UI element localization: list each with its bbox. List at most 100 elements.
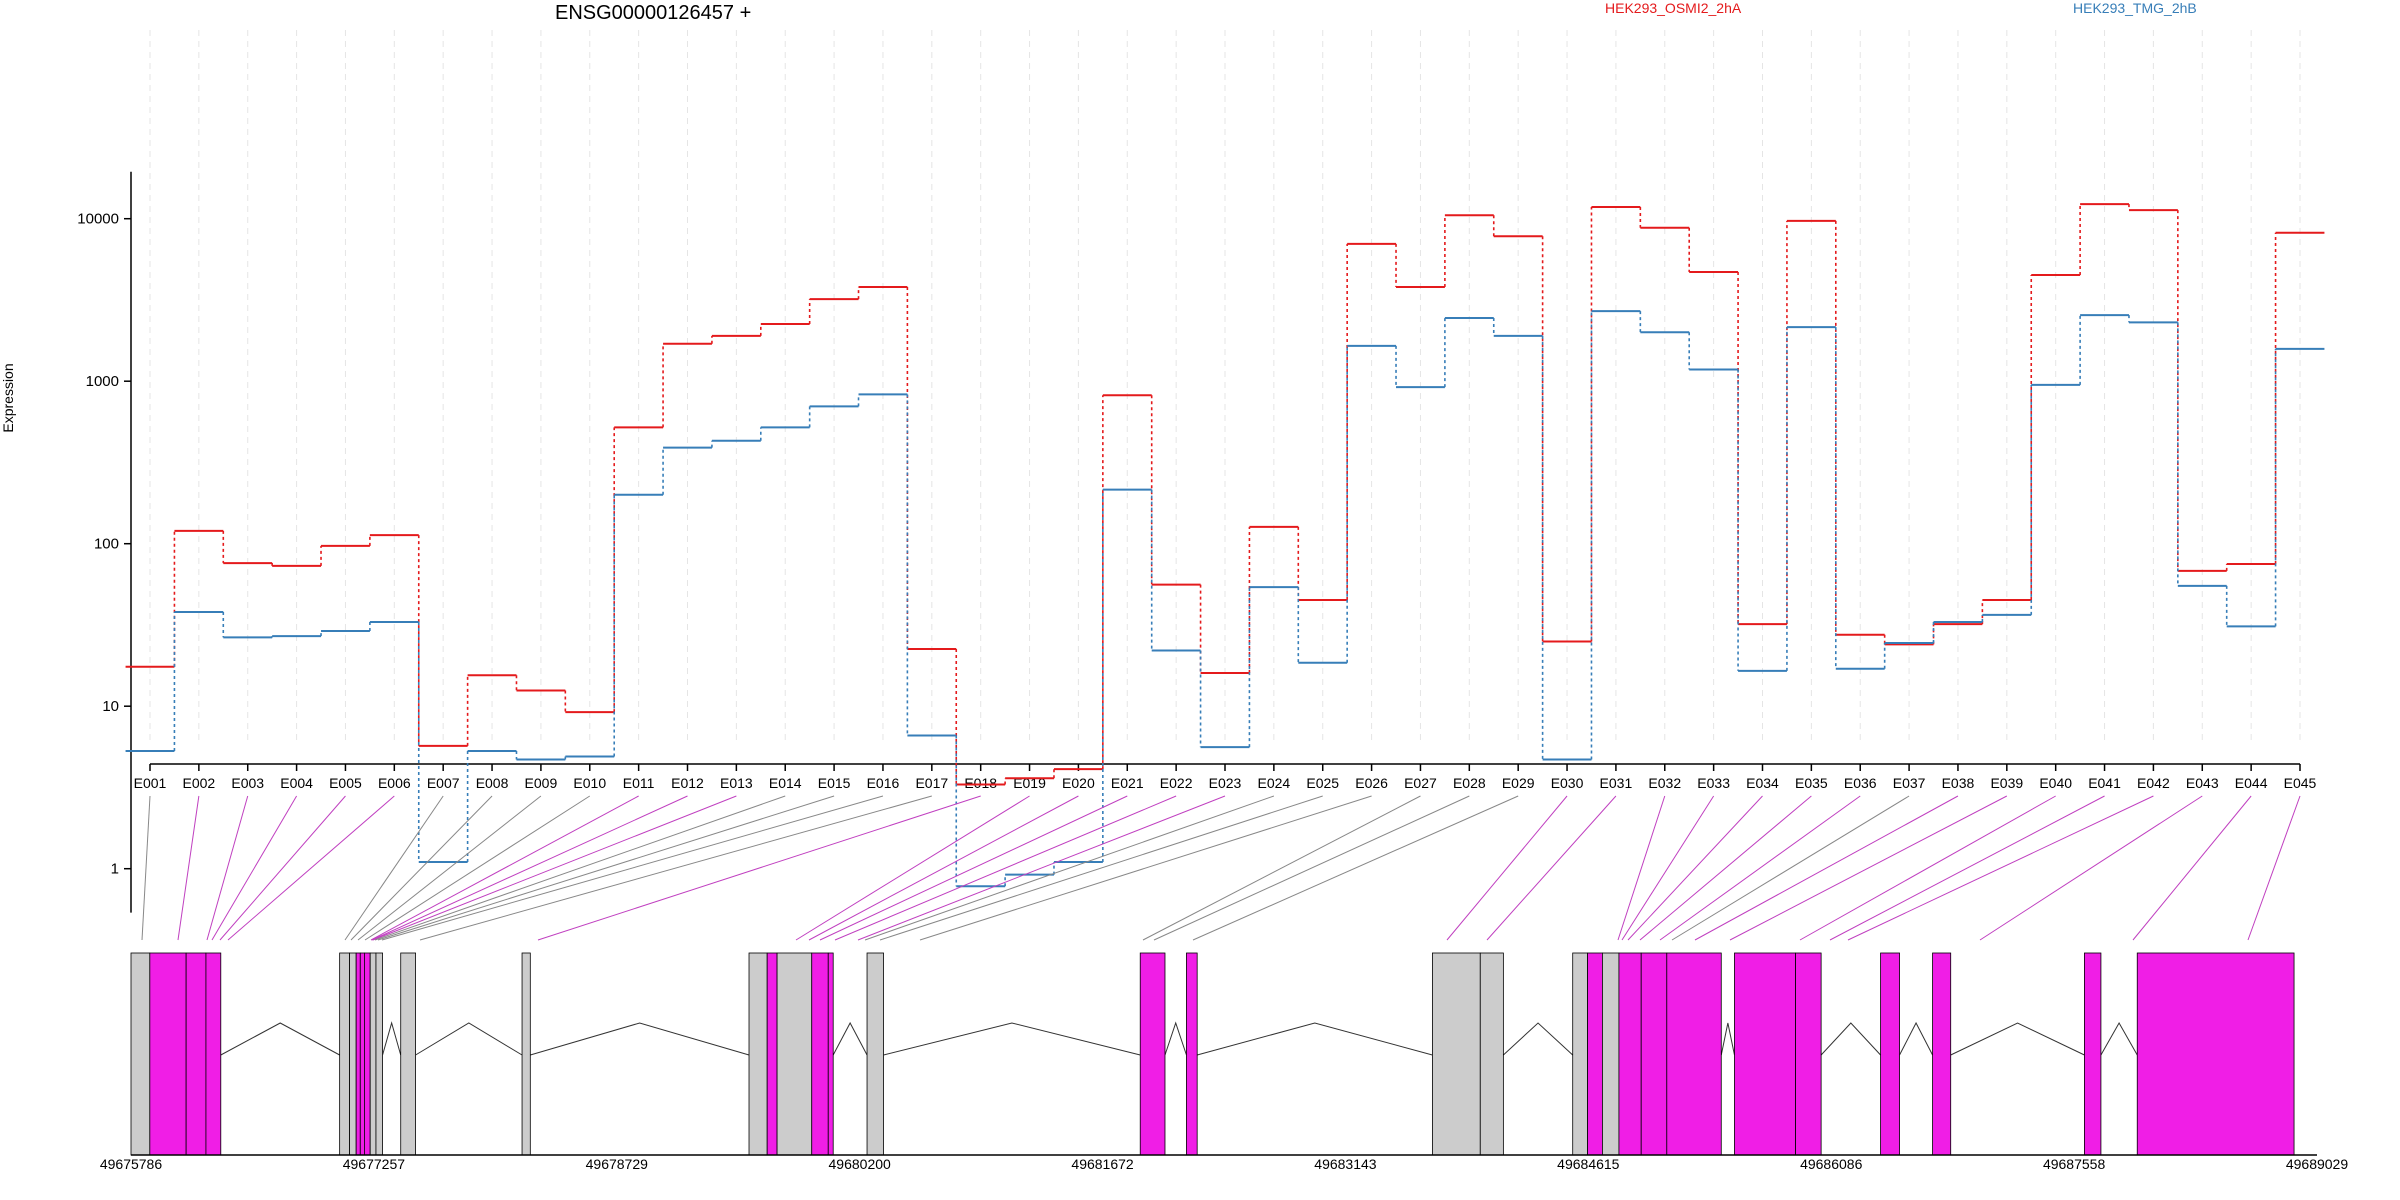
exon-connector-line bbox=[819, 795, 1128, 941]
x-tick-label: E012 bbox=[671, 775, 704, 791]
genomic-tick-label: 49677257 bbox=[343, 1156, 406, 1172]
exon-connector-line bbox=[1446, 795, 1568, 941]
exon-connector-line bbox=[1979, 795, 2203, 941]
y-tick-label: 10000 bbox=[77, 211, 119, 228]
exon-connector-line bbox=[381, 795, 884, 941]
legend-entry-series-a: HEK293_OSMI2_2hA bbox=[1605, 0, 1742, 16]
exon-connector-line bbox=[419, 795, 932, 941]
exon-connector-line bbox=[1829, 795, 2105, 941]
intron-connector bbox=[1164, 1021, 1187, 1056]
x-tick-label: E034 bbox=[1746, 775, 1779, 791]
exon-connector-line bbox=[370, 795, 639, 941]
exon-connector-line bbox=[364, 795, 591, 941]
genomic-tick-label: 49680200 bbox=[829, 1156, 892, 1172]
intron-connector bbox=[1820, 1022, 1881, 1056]
genomic-tick-label: 49687558 bbox=[2043, 1156, 2106, 1172]
exon-block bbox=[1479, 952, 1504, 1156]
x-tick-label: E027 bbox=[1404, 775, 1437, 791]
exon-connector-line bbox=[1627, 795, 1763, 941]
exon-connector-line bbox=[177, 795, 200, 941]
x-tick-label: E010 bbox=[573, 775, 606, 791]
exon-block bbox=[1734, 952, 1796, 1156]
intron-connector bbox=[2100, 1021, 2138, 1056]
exon-block bbox=[1880, 952, 1900, 1156]
x-tick-label: E043 bbox=[2186, 775, 2219, 791]
exon-block bbox=[811, 952, 829, 1156]
x-tick-label: E016 bbox=[867, 775, 900, 791]
exon-block bbox=[1587, 952, 1603, 1156]
exon-block bbox=[1602, 952, 1620, 1156]
exon-block bbox=[400, 952, 416, 1156]
exon-connector-line bbox=[357, 795, 542, 941]
exon-block bbox=[1572, 952, 1588, 1156]
exon-connector-line bbox=[1799, 795, 2056, 941]
intron-connector bbox=[1950, 1022, 2085, 1056]
exon-connector-line bbox=[1659, 795, 1861, 941]
genomic-tick-label: 49675786 bbox=[100, 1156, 163, 1172]
x-tick-label: E041 bbox=[2088, 775, 2121, 791]
exon-connector-line bbox=[350, 795, 493, 941]
intron-connector bbox=[220, 1022, 340, 1056]
exon-block bbox=[1795, 952, 1822, 1156]
x-tick-label: E042 bbox=[2137, 775, 2170, 791]
exon-connector-line bbox=[1192, 795, 1519, 941]
exon-connector-line bbox=[227, 795, 395, 941]
exon-connector-line bbox=[2247, 795, 2301, 941]
exon-connector-line bbox=[919, 795, 1372, 941]
exon-block bbox=[339, 952, 350, 1156]
exon-connector-line bbox=[211, 795, 298, 941]
exon-block bbox=[1431, 952, 1481, 1156]
exon-connector-line bbox=[1142, 795, 1421, 941]
exon-block bbox=[359, 952, 365, 1156]
exon-connector-line bbox=[377, 795, 835, 941]
x-tick-label: E037 bbox=[1893, 775, 1926, 791]
exon-connector-line bbox=[1694, 795, 1959, 941]
exon-connector-line bbox=[1486, 795, 1617, 941]
genomic-tick-label: 49689029 bbox=[2286, 1156, 2349, 1172]
x-tick-label: E045 bbox=[2284, 775, 2317, 791]
x-tick-label: E020 bbox=[1062, 775, 1095, 791]
intron-connector bbox=[1197, 1022, 1433, 1056]
genomic-tick-label: 49684615 bbox=[1557, 1156, 1620, 1172]
exon-block bbox=[355, 952, 361, 1156]
exon-connector-line bbox=[344, 795, 444, 941]
exon-block bbox=[369, 952, 377, 1156]
exon-connector-line bbox=[1847, 795, 2154, 941]
exon-connector-line bbox=[206, 795, 249, 941]
intron-connector bbox=[1503, 1022, 1574, 1056]
exon-connector-line bbox=[371, 795, 688, 941]
exon-connector-line bbox=[1153, 795, 1470, 941]
x-tick-label: E003 bbox=[231, 775, 264, 791]
x-tick-label: E030 bbox=[1551, 775, 1584, 791]
x-tick-label: E033 bbox=[1697, 775, 1730, 791]
exon-block bbox=[766, 952, 778, 1156]
x-tick-label: E035 bbox=[1795, 775, 1828, 791]
x-tick-label: E004 bbox=[280, 775, 313, 791]
exon-connector-line bbox=[141, 795, 151, 941]
x-tick-label: E017 bbox=[915, 775, 948, 791]
x-tick-label: E009 bbox=[525, 775, 558, 791]
x-tick-label: E014 bbox=[769, 775, 802, 791]
exon-connector-line bbox=[2132, 795, 2252, 941]
exon-block bbox=[1640, 952, 1668, 1156]
exon-connector-line bbox=[219, 795, 346, 941]
exon-connector-line bbox=[1671, 795, 1910, 941]
intron-connector bbox=[382, 1021, 402, 1056]
x-tick-label: E007 bbox=[427, 775, 460, 791]
exon-block bbox=[1186, 952, 1198, 1156]
chart-title: ENSG00000126457 + bbox=[555, 2, 752, 24]
exon-connector-line bbox=[857, 795, 1226, 941]
x-tick-label: E006 bbox=[378, 775, 411, 791]
exon-block bbox=[1666, 952, 1722, 1156]
exon-connector-line bbox=[537, 795, 981, 941]
genomic-tick-label: 49683143 bbox=[1314, 1156, 1377, 1172]
exon-connector-line bbox=[1617, 795, 1666, 941]
x-tick-label: E029 bbox=[1502, 775, 1535, 791]
exon-block bbox=[866, 952, 884, 1156]
x-tick-label: E018 bbox=[964, 775, 997, 791]
exon-block bbox=[149, 952, 187, 1156]
legend-entry-series-b: HEK293_TMG_2hB bbox=[2073, 0, 2197, 16]
exon-block bbox=[185, 952, 207, 1156]
intron-connector bbox=[883, 1022, 1141, 1056]
